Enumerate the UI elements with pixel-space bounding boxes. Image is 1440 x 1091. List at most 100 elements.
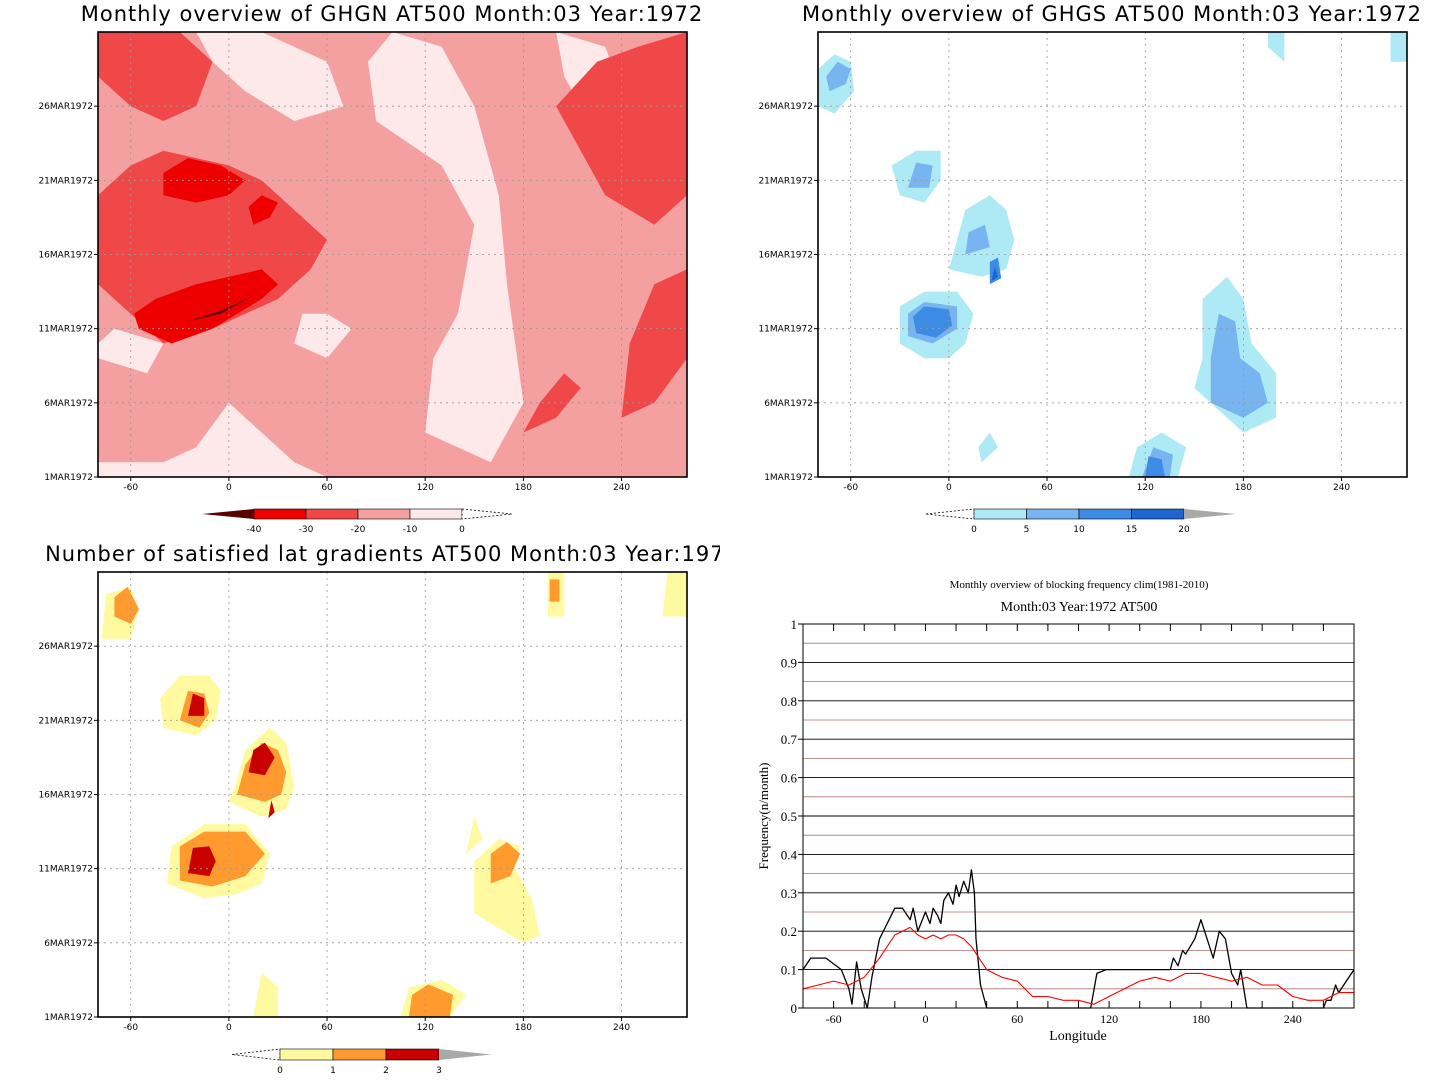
lat-gradients-contour-region bbox=[474, 839, 540, 943]
lat-gradients-xtick-label: 0 bbox=[226, 1023, 232, 1033]
lat-gradients-xtick-label: 240 bbox=[613, 1023, 630, 1033]
ghgn-xtick-label: 180 bbox=[515, 483, 532, 493]
ghgs-colorbar-label: 10 bbox=[1073, 525, 1085, 535]
ghgn-colorbar-label: -20 bbox=[351, 525, 366, 535]
blocking-xtick-label: 120 bbox=[1100, 1012, 1118, 1026]
blocking-ytick-label: 0 bbox=[791, 1001, 798, 1016]
lat-gradients-xtick-label: -60 bbox=[123, 1023, 138, 1033]
blocking-ytick-label: 0.1 bbox=[781, 963, 797, 978]
blocking-ytick-label: 1 bbox=[791, 617, 798, 632]
ghgs-panel: Monthly overview of GHGS AT500 Month:03 … bbox=[720, 0, 1440, 545]
ghgn-contour-region bbox=[134, 269, 278, 344]
lat-gradients-ytick-label: 21MAR1972 bbox=[38, 716, 93, 726]
ghgn-ytick-label: 11MAR1972 bbox=[38, 325, 93, 335]
ghgn-contour-region bbox=[523, 373, 581, 433]
ghgn-colorbar-label: -30 bbox=[299, 525, 314, 535]
blocking-ytick-label: 0.8 bbox=[781, 694, 797, 709]
ghgs-ytick-label: 21MAR1972 bbox=[758, 176, 813, 186]
lat-gradients-colorbar-segment bbox=[385, 1048, 440, 1061]
climatology-line bbox=[802, 926, 1354, 1005]
ghgs-contour-region bbox=[991, 266, 998, 282]
ghgs-colorbar-segment bbox=[973, 508, 1027, 520]
ghgs-ytick-label: 6MAR1972 bbox=[764, 399, 813, 409]
blocking-ylabel: Frequency(n/month) bbox=[756, 763, 771, 870]
ghgs-xtick-label: 60 bbox=[1041, 483, 1053, 493]
ghgs-xtick-label: 0 bbox=[946, 483, 952, 493]
blocking-title: Monthly overview of blocking frequency c… bbox=[950, 579, 1209, 591]
lat-gradients-ytick-label: 26MAR1972 bbox=[38, 642, 93, 652]
lat-gradients-panel: Number of satisfied lat gradients AT500 … bbox=[0, 540, 720, 1091]
ghgn-colorbar-label: -40 bbox=[247, 525, 262, 535]
ghgn-xtick-label: 0 bbox=[226, 483, 232, 493]
ghgn-colorbar-segment bbox=[253, 508, 307, 520]
blocking-ytick-label: 0.4 bbox=[781, 847, 798, 862]
ghgs-contour-region bbox=[826, 61, 851, 92]
lat-gradients-contour-region bbox=[549, 579, 560, 602]
blocking-xtick-label: -60 bbox=[826, 1012, 842, 1026]
blocking-xtick-label: 180 bbox=[1192, 1012, 1210, 1026]
lat-gradients-title: Number of satisfied lat gradients AT500 … bbox=[45, 542, 720, 566]
ghgs-contour-region bbox=[908, 162, 933, 188]
ghgn-contour-region bbox=[98, 402, 328, 477]
ghgn-xtick-label: 60 bbox=[321, 483, 333, 493]
ghgn-colorbar-label: 0 bbox=[459, 525, 465, 535]
ghgn-ytick-label: 6MAR1972 bbox=[44, 399, 93, 409]
ghgn-chart: Monthly overview of GHGN AT500 Month:03 … bbox=[38, 2, 702, 535]
ghgn-xtick-label: -60 bbox=[123, 483, 138, 493]
ghgs-xtick-label: 240 bbox=[1333, 483, 1350, 493]
ghgn-contour-region bbox=[196, 32, 344, 121]
blocking-ytick-label: 0.9 bbox=[781, 655, 797, 670]
ghgs-contour-region bbox=[1267, 32, 1285, 62]
lat-gradients-contour-region bbox=[662, 572, 687, 617]
ghgs-contour-region bbox=[1210, 313, 1268, 418]
ghgs-colorbar-extension bbox=[925, 508, 975, 520]
lat-gradients-xtick-label: 120 bbox=[417, 1023, 434, 1033]
ghgs-contour-region bbox=[978, 432, 998, 463]
ghgn-colorbar-segment bbox=[305, 508, 359, 520]
lat-gradients-ytick-label: 1MAR1972 bbox=[44, 1013, 93, 1023]
ghgs-contour-region bbox=[912, 306, 953, 338]
blocking-frequency-chart: Monthly overview of blocking frequency c… bbox=[756, 579, 1355, 1044]
ghgs-ytick-label: 1MAR1972 bbox=[764, 473, 813, 483]
ghgs-colorbar-segment bbox=[1131, 508, 1185, 520]
lat-gradients-contour-region bbox=[466, 816, 483, 854]
ghgn-panel: Monthly overview of GHGN AT500 Month:03 … bbox=[0, 0, 720, 545]
ghgn-contour-region bbox=[98, 150, 328, 344]
blocking-ytick-label: 0.2 bbox=[781, 924, 797, 939]
ghgs-ytick-label: 16MAR1972 bbox=[758, 251, 813, 261]
ghgn-contour-region bbox=[368, 32, 524, 463]
lat-gradients-colorbar-label: 3 bbox=[436, 1066, 442, 1076]
blocking-ytick-label: 0.5 bbox=[781, 809, 797, 824]
blocking-frequency-line bbox=[802, 869, 1355, 1009]
lat-gradients-colorbar-segment bbox=[332, 1048, 387, 1061]
lat-gradients-contour-region bbox=[408, 984, 453, 1017]
ghgs-colorbar-label: 15 bbox=[1126, 525, 1137, 535]
ghgn-ytick-label: 26MAR1972 bbox=[38, 102, 93, 112]
lat-gradients-contour-region bbox=[114, 586, 139, 624]
ghgn-colorbar-extension bbox=[202, 509, 254, 519]
lat-gradients-ytick-label: 6MAR1972 bbox=[44, 939, 93, 949]
ghgs-ytick-label: 26MAR1972 bbox=[758, 102, 813, 112]
lat-gradients-colorbar-segment bbox=[279, 1048, 334, 1061]
blocking-frequency-panel: Monthly overview of blocking frequency c… bbox=[720, 540, 1440, 1091]
lat-gradients-contour-region bbox=[490, 842, 521, 884]
ghgs-colorbar-label: 0 bbox=[971, 525, 977, 535]
ghgn-colorbar-segment bbox=[409, 508, 463, 520]
ghgs-title: Monthly overview of GHGS AT500 Month:03 … bbox=[802, 2, 1422, 26]
ghgs-contour-region bbox=[965, 224, 990, 255]
ghgn-contour-region bbox=[294, 313, 352, 359]
ghgs-colorbar-extension bbox=[1184, 509, 1236, 519]
lat-gradients-xtick-label: 60 bbox=[321, 1023, 333, 1033]
blocking-ytick-label: 0.7 bbox=[781, 732, 798, 747]
ghgn-ytick-label: 21MAR1972 bbox=[38, 176, 93, 186]
ghgn-colorbar-label: -10 bbox=[403, 525, 418, 535]
ghgs-xtick-label: -60 bbox=[843, 483, 858, 493]
ghgn-colorbar-extension bbox=[461, 508, 513, 520]
lat-gradients-contour-region bbox=[188, 693, 205, 716]
ghgs-chart: Monthly overview of GHGS AT500 Month:03 … bbox=[758, 2, 1422, 535]
ghgn-contour-region bbox=[248, 195, 278, 225]
ghgs-colorbar-segment bbox=[1026, 508, 1080, 520]
blocking-xtick-label: 60 bbox=[1011, 1012, 1023, 1026]
ghgs-contour-region bbox=[1145, 456, 1165, 477]
ghgn-colorbar-segment bbox=[357, 508, 411, 520]
